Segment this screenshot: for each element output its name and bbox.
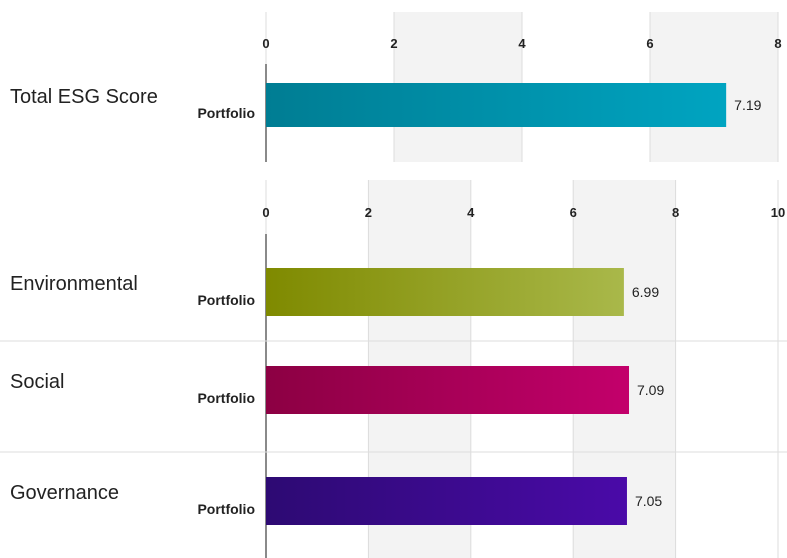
x-tick-label: 6 xyxy=(646,36,653,51)
row-label: Environmental xyxy=(10,273,138,295)
bar xyxy=(266,477,627,525)
x-tick-label: 4 xyxy=(467,205,475,220)
row-label: Governance xyxy=(10,482,119,504)
category-label: Portfolio xyxy=(197,501,255,517)
x-tick-label: 8 xyxy=(774,36,781,51)
category-label: Portfolio xyxy=(197,292,255,308)
row-label: Total ESG Score xyxy=(10,86,158,108)
x-tick-label: 0 xyxy=(262,205,269,220)
bar xyxy=(266,366,630,414)
x-tick-label: 0 xyxy=(262,36,269,51)
bar-value-label: 7.19 xyxy=(734,97,761,113)
row-label: Social xyxy=(10,371,64,393)
x-tick-label: 10 xyxy=(771,205,785,220)
x-tick-label: 8 xyxy=(672,205,679,220)
x-tick-label: 6 xyxy=(570,205,577,220)
category-label: Portfolio xyxy=(197,390,255,406)
x-tick-label: 2 xyxy=(365,205,372,220)
bar-value-label: 6.99 xyxy=(632,284,659,300)
category-label: Portfolio xyxy=(197,105,255,121)
x-tick-label: 4 xyxy=(518,36,526,51)
bar xyxy=(266,268,624,316)
bar-value-label: 7.09 xyxy=(637,382,664,398)
bar xyxy=(266,83,727,127)
x-tick-label: 2 xyxy=(390,36,397,51)
bar-value-label: 7.05 xyxy=(635,493,662,509)
